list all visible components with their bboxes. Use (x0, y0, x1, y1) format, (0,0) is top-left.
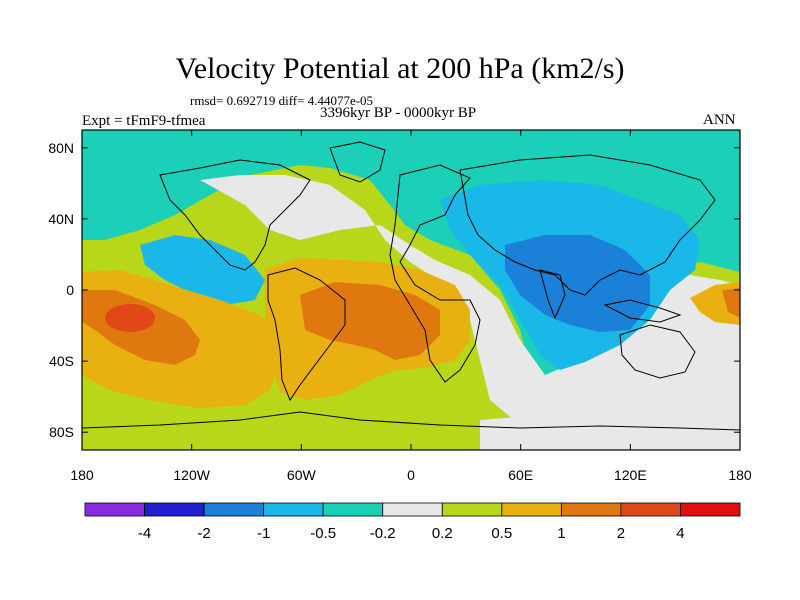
coastline-europe-africa (389, 164, 481, 383)
chart-title: Velocity Potential at 200 hPa (km2/s) (175, 52, 625, 85)
colorbar-swatch (680, 502, 741, 517)
stats-label: rmsd= 0.692719 diff= 4.44077e-05 (190, 93, 374, 108)
x-tick-label: 180 (70, 467, 94, 483)
colorbar-label: 0.2 (432, 525, 453, 542)
y-tick-label: 40S (49, 353, 74, 369)
coastline-south-america (267, 267, 346, 402)
colorbar: -4 -2 -1 -0.5 -0.2 0.2 0.5 1 2 4 (84, 502, 741, 542)
y-tick-label: 0 (66, 282, 74, 298)
contour-band-1-2-atlantic (300, 282, 440, 360)
period-label: 3396kyr BP - 0000kyr BP (320, 105, 477, 121)
colorbar-label: -0.5 (310, 525, 336, 542)
coastline-north-america (159, 159, 311, 271)
colorbar-label: 4 (676, 525, 684, 542)
contour-band-1-2-dateline (722, 288, 740, 318)
x-tick-label: 120W (173, 467, 210, 483)
coastline-indonesia (603, 299, 682, 323)
contour-band-neg0.2-0.2-atlantic (200, 175, 740, 432)
x-tick-label: 0 (407, 467, 415, 483)
season-label: ANN (703, 112, 736, 128)
colorbar-swatch (84, 502, 145, 517)
x-tick-label: 180 (728, 467, 752, 483)
colorbar-label: -1 (257, 525, 270, 542)
colorbar-label: 1 (557, 525, 565, 542)
experiment-label: Expt = tFmF9-tfmea (82, 113, 206, 129)
x-tick-label: 60E (508, 467, 533, 483)
coastline-antarctica (82, 411, 740, 431)
colorbar-label: -2 (197, 525, 210, 542)
coastline-australia (619, 324, 696, 379)
colorbar-swatch (620, 502, 681, 517)
coastline-greenland (329, 141, 386, 183)
colorbar-swatch (203, 502, 265, 517)
x-tick-label: 120E (614, 467, 647, 483)
colorbar-label: -4 (138, 525, 151, 542)
coastline-india (539, 269, 566, 320)
y-tick-label: 80N (48, 140, 74, 156)
x-tick-label: 60W (287, 467, 317, 483)
coastline-layer (82, 141, 740, 431)
coastline-asia (459, 154, 716, 296)
contour-band-neg0.2-0.2-south (480, 415, 740, 450)
contour-fill-layer (82, 130, 740, 450)
colorbar-label: 0.5 (491, 525, 512, 542)
colorbar-swatch (263, 502, 324, 517)
colorbar-label: -0.2 (370, 525, 396, 542)
contour-band-neg2-neg1-asia (505, 235, 650, 332)
colorbar-swatch (441, 502, 503, 517)
colorbar-swatch (144, 502, 205, 517)
contour-band-neg1-neg0.5-eastpacific (140, 235, 265, 305)
colorbar-label: 2 (617, 525, 625, 542)
y-tick-label: 80S (49, 424, 74, 440)
colorbar-swatch (322, 502, 384, 517)
colorbar-swatch (382, 502, 443, 517)
contour-band-2-4-pacific (105, 304, 155, 332)
y-axis: 80N 40N 0 40S 80S (48, 140, 740, 440)
x-axis: 180 120W 60W 0 60E 120E 180 (70, 130, 752, 483)
colorbar-swatch (560, 502, 622, 517)
colorbar-swatch (501, 502, 562, 517)
y-tick-label: 40N (48, 211, 74, 227)
